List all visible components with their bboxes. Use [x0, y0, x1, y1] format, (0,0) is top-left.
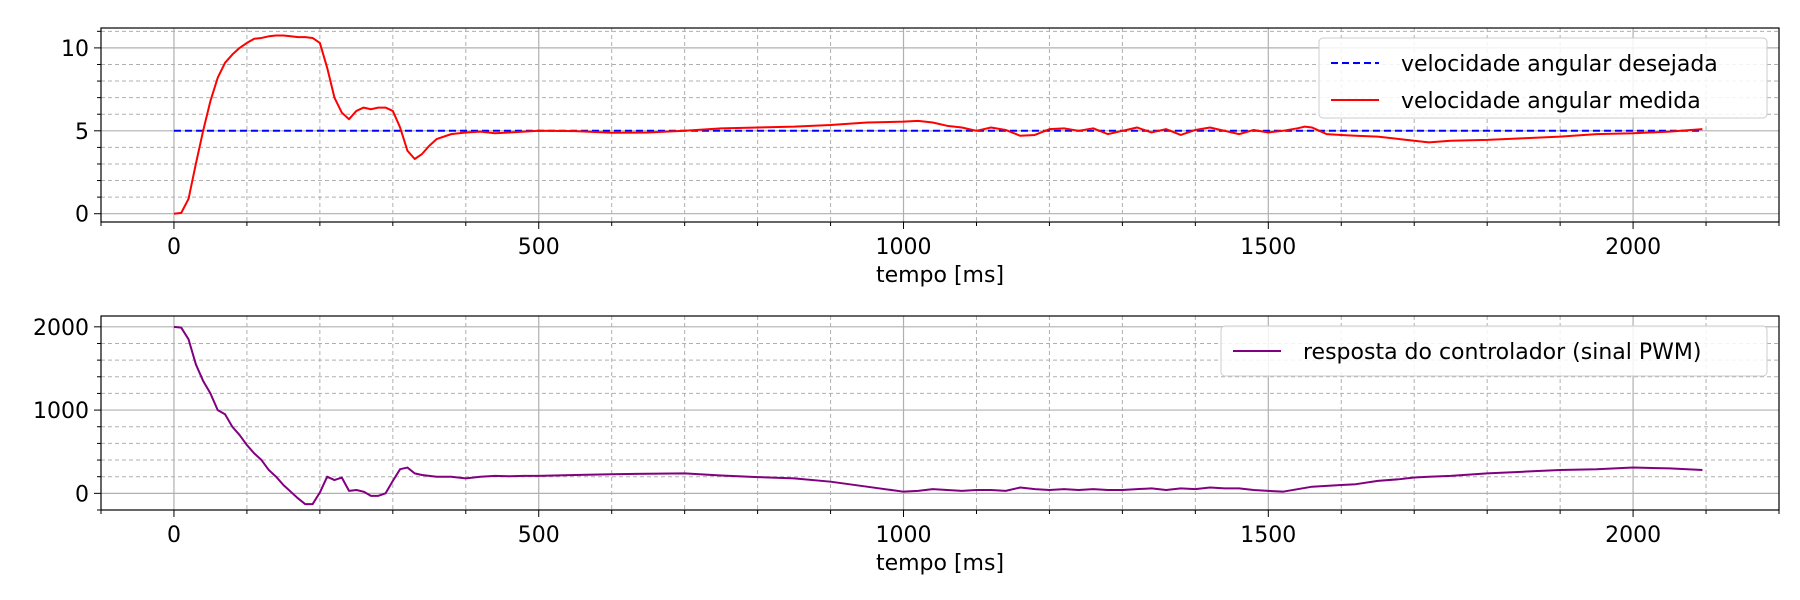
series-group — [173, 325, 1703, 506]
x-tick-label: 0 — [167, 523, 181, 548]
x-tick-label: 500 — [518, 523, 560, 548]
axes-frame — [100, 27, 1780, 223]
grid — [101, 316, 1779, 510]
y-axis: 0 1000 2000 — [33, 316, 101, 511]
legend: resposta do controlador (sinal PWM) — [1220, 325, 1768, 377]
x-tick-label: 1000 — [876, 235, 932, 260]
y-tick-label: 10 — [61, 37, 89, 62]
x-tick-label: 0 — [167, 235, 181, 260]
chart-1: 0 500 1000 1500 2000 tempo [ms] 0 5 10 velocidade… — [61, 27, 1780, 288]
legend-label-1: resposta do controlador (sinal PWM) — [1303, 340, 1701, 365]
axes-frame — [100, 315, 1780, 511]
legend: velocidade angular desejada velocidade an… — [1318, 37, 1768, 119]
x-tick-label: 2000 — [1605, 523, 1661, 548]
x-axis: 0 500 1000 1500 2000 — [100, 222, 1780, 260]
y-tick-label: 0 — [75, 203, 89, 228]
legend-box — [1220, 325, 1768, 377]
x-axis-label: tempo [ms] — [876, 551, 1004, 576]
x-tick-label: 1500 — [1240, 523, 1296, 548]
legend-box — [1318, 37, 1768, 119]
y-tick-label: 5 — [75, 120, 89, 145]
x-axis: 0 500 1000 1500 2000 — [100, 510, 1780, 548]
y-tick-label: 0 — [75, 482, 89, 507]
x-tick-label: 500 — [518, 235, 560, 260]
legend-label-2: velocidade angular medida — [1401, 89, 1701, 114]
x-tick-label: 1000 — [876, 523, 932, 548]
x-tick-label: 2000 — [1605, 235, 1661, 260]
series-line-2 — [173, 34, 1703, 215]
x-axis-label: tempo [ms] — [876, 263, 1004, 288]
y-axis: 0 5 10 — [61, 30, 101, 228]
series-group — [173, 34, 1703, 215]
legend-label-1: velocidade angular desejada — [1401, 52, 1718, 77]
x-tick-label: 1500 — [1240, 235, 1296, 260]
series-line-1 — [173, 325, 1703, 506]
y-tick-label: 2000 — [33, 316, 89, 341]
chart-2: 0 500 1000 1500 2000 tempo [ms] 0 1000 2000 respo… — [33, 315, 1780, 576]
y-tick-label: 1000 — [33, 399, 89, 424]
